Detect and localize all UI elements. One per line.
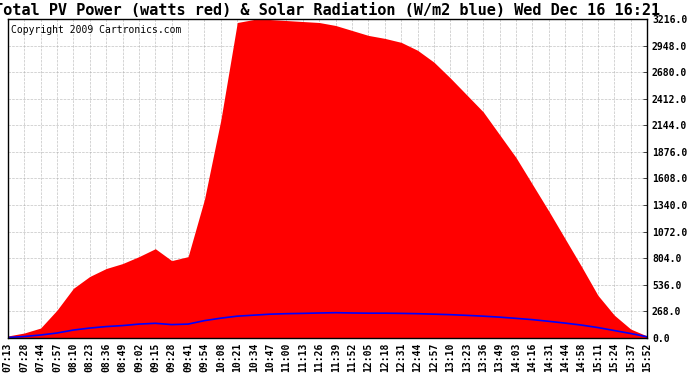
Title: Total PV Power (watts red) & Solar Radiation (W/m2 blue) Wed Dec 16 16:21: Total PV Power (watts red) & Solar Radia… (0, 3, 660, 18)
Text: Copyright 2009 Cartronics.com: Copyright 2009 Cartronics.com (11, 26, 181, 35)
